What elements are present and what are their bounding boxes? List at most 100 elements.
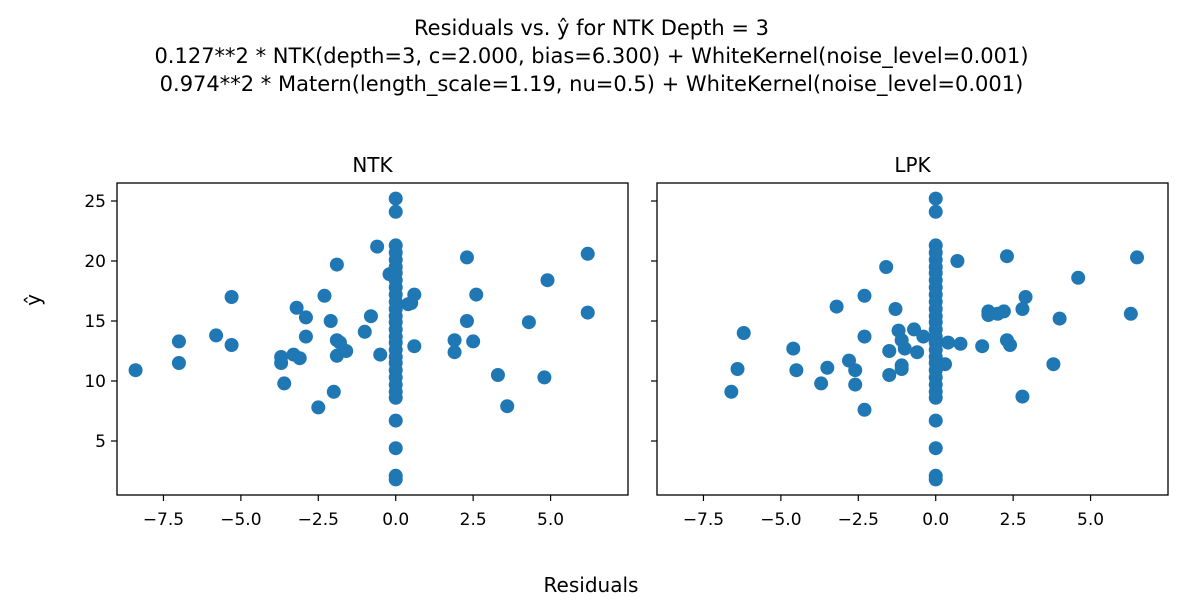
data-point: [730, 362, 745, 376]
data-point: [857, 402, 872, 417]
y-tick-label: 10: [84, 372, 106, 392]
panel-lpk: −7.5 −5.0 −2.5 0.0 2.5 5.0 LPK: [651, 153, 1169, 530]
data-point: [323, 314, 338, 328]
data-point: [466, 334, 481, 349]
data-point: [521, 315, 536, 330]
data-point: [928, 413, 943, 428]
data-point: [888, 302, 903, 316]
scatter-points: [724, 191, 1145, 487]
data-point: [894, 358, 909, 373]
x-tick-label: −2.5: [298, 510, 339, 530]
data-point: [882, 368, 897, 382]
panel-ntk: −7.5 −5.0 −2.5 0.0 2.5 5.0 5 10 15 20 25 NTK: [84, 153, 629, 530]
data-point: [339, 344, 354, 358]
y-tick-label: 5: [95, 432, 106, 452]
data-point: [910, 345, 925, 360]
y-tick-label: 25: [84, 192, 106, 212]
data-point: [447, 333, 462, 348]
data-point: [363, 309, 378, 324]
data-point: [311, 400, 326, 415]
data-point: [298, 310, 313, 325]
data-point: [277, 376, 292, 391]
axes-frame: [656, 182, 1169, 496]
data-point: [388, 413, 403, 428]
x-tick-label: −5.0: [760, 510, 801, 530]
data-point: [388, 191, 403, 206]
data-point: [490, 368, 505, 382]
y-tick-label: 20: [84, 252, 106, 272]
data-point: [897, 341, 912, 356]
data-point: [329, 257, 344, 272]
data-point: [224, 290, 239, 304]
data-point: [879, 260, 894, 274]
data-point: [407, 339, 422, 354]
data-point: [953, 336, 968, 351]
data-point: [580, 246, 595, 261]
data-point: [1018, 290, 1033, 304]
data-point: [848, 363, 863, 378]
data-point: [848, 377, 863, 392]
data-point: [326, 384, 341, 399]
panel-title: LPK: [894, 153, 931, 177]
x-tick-label: 0.0: [382, 510, 409, 530]
data-point: [388, 204, 403, 219]
y-axis-label: ŷ: [21, 294, 45, 306]
data-point: [537, 370, 552, 385]
data-point: [928, 204, 943, 219]
data-point: [916, 329, 931, 344]
title-line-2: 0.127**2 * NTK(depth=3, c=2.000, bias=6.…: [154, 44, 1029, 68]
data-point: [209, 328, 224, 343]
data-point: [941, 335, 956, 350]
data-point: [975, 339, 990, 354]
y-tick-label: 15: [84, 312, 106, 332]
data-point: [928, 441, 943, 456]
data-point: [999, 249, 1014, 264]
data-point: [786, 341, 801, 356]
data-point: [857, 329, 872, 344]
data-point: [928, 390, 943, 405]
x-tick-label: 0.0: [922, 510, 949, 530]
data-point: [289, 300, 304, 315]
data-point: [171, 356, 186, 370]
data-point: [500, 399, 515, 414]
data-point: [292, 351, 307, 366]
data-point: [1130, 250, 1145, 265]
data-point: [928, 191, 943, 206]
x-axis-label: Residuals: [544, 573, 639, 597]
x-tick-label: 5.0: [537, 510, 564, 530]
data-point: [1015, 389, 1030, 404]
data-point: [820, 360, 835, 375]
title-line-1: Residuals vs. ŷ for NTK Depth = 3: [414, 16, 769, 40]
x-tick-label: −5.0: [220, 510, 261, 530]
figure-title: Residuals vs. ŷ for NTK Depth = 3 0.127*…: [0, 14, 1183, 98]
data-point: [224, 338, 239, 352]
data-point: [1003, 338, 1018, 352]
title-line-3: 0.974**2 * Matern(length_scale=1.19, nu=…: [159, 72, 1024, 96]
data-point: [171, 334, 186, 349]
data-point: [1123, 306, 1138, 321]
data-point: [928, 472, 943, 487]
data-point: [388, 472, 403, 487]
data-point: [373, 347, 388, 362]
x-tick-label: −7.5: [143, 510, 184, 530]
data-point: [298, 329, 313, 344]
data-point: [407, 287, 422, 302]
panels-group: −7.5 −5.0 −2.5 0.0 2.5 5.0 5 10 15 20 25 NTK −7.5 −5.…: [84, 153, 1169, 530]
data-point: [829, 299, 844, 314]
data-point: [736, 326, 751, 340]
data-point: [789, 363, 804, 378]
data-point: [1015, 302, 1030, 316]
data-point: [317, 288, 332, 303]
data-point: [370, 239, 385, 254]
data-point: [274, 356, 289, 370]
data-point: [814, 376, 829, 391]
data-point: [388, 441, 403, 456]
data-point: [357, 324, 372, 339]
data-point: [1052, 311, 1067, 326]
data-point: [950, 254, 965, 268]
data-point: [459, 314, 474, 328]
data-point: [857, 288, 872, 303]
data-point: [469, 287, 484, 302]
x-tick-label: −7.5: [683, 510, 724, 530]
